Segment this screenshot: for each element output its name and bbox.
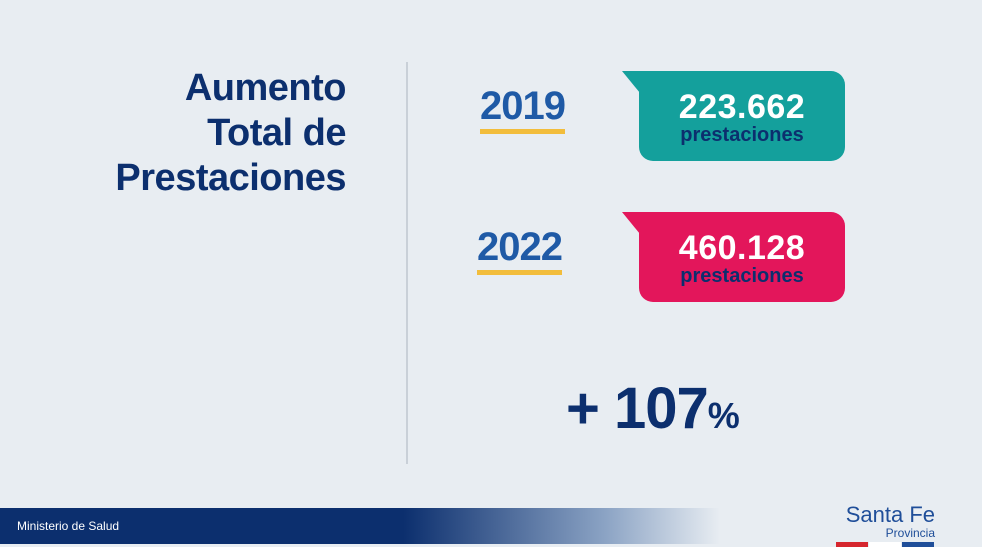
title-line-3: Prestaciones: [115, 157, 346, 199]
footer-ministry-label: Ministerio de Salud: [17, 519, 120, 533]
year-2022-label: 2022: [477, 225, 563, 269]
stat-value-2019: 223.662: [678, 88, 806, 126]
increase-percentage: + 107%: [566, 376, 740, 447]
year-2019: 2019: [480, 84, 566, 134]
logo-name: Santa Fe: [845, 502, 935, 527]
flag-stripe-icon: [836, 542, 934, 547]
page-title: Aumento Total de Prestaciones: [115, 66, 346, 201]
stat-value-2022: 460.128: [678, 229, 806, 267]
footer-bar: Ministerio de Salud: [0, 508, 720, 544]
stat-bubble-2022: 460.128 prestaciones: [622, 212, 845, 302]
santa-fe-logo: Santa Fe Provincia: [846, 503, 935, 540]
stat-unit-2022: prestaciones: [680, 265, 804, 287]
increase-value: + 107: [566, 376, 709, 441]
year-2022: 2022: [477, 225, 563, 275]
stat-unit-2019: prestaciones: [680, 124, 804, 146]
year-2019-label: 2019: [480, 84, 566, 128]
logo-sub: Provincia: [885, 526, 935, 540]
percent-symbol: %: [707, 395, 740, 436]
vertical-divider: [406, 62, 408, 464]
title-line-2: Total de: [207, 112, 346, 154]
year-2019-underline: [480, 129, 565, 134]
stat-bubble-2019: 223.662 prestaciones: [622, 71, 845, 161]
title-line-1: Aumento: [184, 67, 347, 109]
year-2022-underline: [477, 270, 562, 275]
